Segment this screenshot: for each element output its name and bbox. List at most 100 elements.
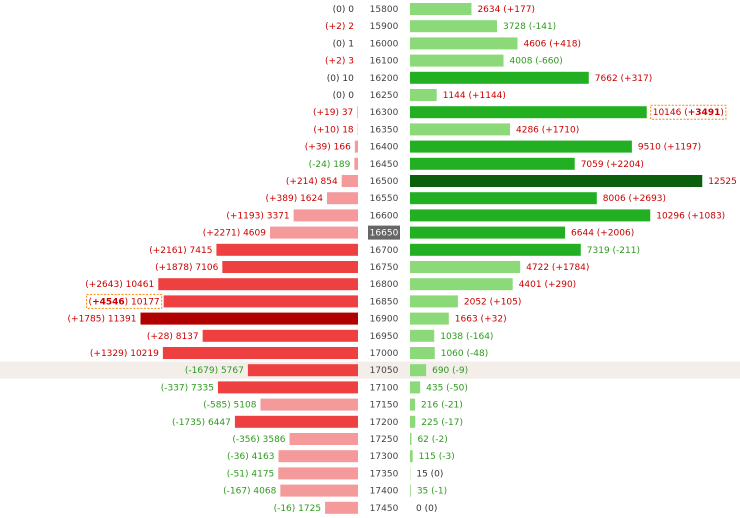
right-label-15900: 3728 (-141) bbox=[503, 22, 556, 32]
left-bar-17150 bbox=[260, 398, 358, 411]
left-bar-17400 bbox=[280, 484, 358, 497]
right-bar-17150 bbox=[410, 398, 416, 411]
left-bar-17200 bbox=[234, 415, 358, 428]
left-bar-16700 bbox=[216, 243, 358, 256]
left-label-16550: (+389) 1624 bbox=[265, 194, 323, 204]
left-bar-16750 bbox=[222, 261, 358, 273]
right-label-16700: 7319 (-211) bbox=[587, 246, 640, 256]
left-label-16950: (+28) 8137 bbox=[147, 332, 199, 342]
left-label-17300: (-36) 4163 bbox=[227, 452, 275, 462]
left-label-17450: (-16) 1725 bbox=[274, 504, 322, 514]
right-bar-17250 bbox=[410, 433, 412, 445]
right-labels: 2634 (+177) 3728 (-141) 4606 (+418) 4008 (-… bbox=[416, 5, 740, 514]
right-label-16450: 7059 (+2204) bbox=[581, 160, 644, 170]
right-label-16500: 12525 (+198 bbox=[708, 177, 740, 187]
left-label-16450: (-24) 189 bbox=[309, 160, 351, 170]
right-label-17150: 216 (-21) bbox=[421, 401, 463, 411]
strike-label-17300: 17300 bbox=[370, 452, 399, 462]
left-bar-16850 bbox=[163, 295, 358, 308]
strike-label-16100: 16100 bbox=[370, 57, 399, 67]
right-label-16550: 8006 (+2693) bbox=[603, 194, 666, 204]
right-label-16250: 1144 (+1144) bbox=[443, 91, 506, 101]
left-label-16600: (+1193) 3371 bbox=[226, 211, 289, 221]
left-label-15900: (+2) 2 bbox=[325, 22, 354, 32]
left-label-16200: (0) 10 bbox=[327, 74, 354, 84]
strike-label-17350: 17350 bbox=[370, 469, 399, 479]
right-label-16650: 6644 (+2006) bbox=[571, 229, 634, 239]
right-bar-17300 bbox=[410, 450, 413, 463]
right-bar-16350 bbox=[410, 123, 511, 136]
strike-label-16400: 16400 bbox=[370, 143, 399, 153]
left-label-17100: (-337) 7335 bbox=[161, 383, 214, 393]
right-label-16400: 9510 (+1197) bbox=[638, 143, 701, 153]
right-label-17000: 1060 (-48) bbox=[441, 349, 489, 359]
right-bar-17400 bbox=[410, 484, 411, 497]
left-bar-16450 bbox=[354, 157, 358, 170]
right-label-16100: 4008 (-660) bbox=[510, 57, 563, 67]
right-max-change-box bbox=[650, 104, 727, 120]
right-label-16850: 2052 (+105) bbox=[464, 297, 522, 307]
left-label-17000: (+1329) 10219 bbox=[90, 349, 159, 359]
strike-label-17250: 17250 bbox=[370, 435, 399, 445]
highlight-layer bbox=[0, 361, 740, 379]
strike-labels: 15800 15900 16000 16100 16200 16250 16300 16350… bbox=[368, 5, 400, 514]
left-label-16000: (0) 1 bbox=[333, 39, 354, 49]
right-bar-16700 bbox=[410, 243, 581, 256]
left-label-17350: (-51) 4175 bbox=[227, 469, 275, 479]
left-bar-16400 bbox=[354, 140, 358, 153]
strike-label-17000: 17000 bbox=[370, 349, 399, 359]
left-label-17400: (-167) 4068 bbox=[223, 487, 276, 497]
strike-label-16550: 16550 bbox=[370, 194, 399, 204]
left-label-15800: (0) 0 bbox=[333, 5, 355, 15]
left-bars bbox=[140, 106, 358, 514]
left-label-16500: (+214) 854 bbox=[286, 177, 338, 187]
left-label-16700: (+2161) 7415 bbox=[149, 246, 212, 256]
right-bar-16900 bbox=[410, 312, 449, 325]
strike-label-15900: 15900 bbox=[370, 22, 399, 32]
strike-label-17050: 17050 bbox=[370, 366, 399, 376]
left-label-17150: (-585) 5108 bbox=[203, 401, 256, 411]
right-bars bbox=[410, 3, 703, 497]
left-bar-16900 bbox=[140, 312, 358, 325]
right-label-17050: 690 (-9) bbox=[432, 366, 468, 376]
strike-label-17450: 17450 bbox=[370, 504, 399, 514]
strike-label-16350: 16350 bbox=[370, 125, 399, 135]
left-bar-16650 bbox=[269, 226, 358, 239]
strike-label-16700: 16700 bbox=[370, 246, 399, 256]
right-label-17350: 15 (0) bbox=[416, 469, 443, 479]
left-bar-16300 bbox=[357, 106, 358, 119]
left-max-change-box bbox=[86, 293, 163, 309]
right-label-16800: 4401 (+290) bbox=[519, 280, 577, 290]
left-bar-17250 bbox=[289, 433, 358, 445]
strike-label-17400: 17400 bbox=[370, 487, 399, 497]
right-label-17200: 225 (-17) bbox=[421, 418, 463, 428]
strike-label-16200: 16200 bbox=[370, 74, 399, 84]
strike-label-17200: 17200 bbox=[370, 418, 399, 428]
strike-label-16750: 16750 bbox=[370, 263, 399, 273]
strike-label-16450: 16450 bbox=[370, 160, 399, 170]
right-label-16950: 1038 (-164) bbox=[440, 332, 493, 342]
left-bar-16950 bbox=[202, 329, 358, 342]
right-bar-16650 bbox=[410, 226, 566, 239]
strike-label-16850: 16850 bbox=[370, 297, 399, 307]
right-label-17450: 0 (0) bbox=[416, 504, 437, 514]
left-label-16250: (0) 0 bbox=[333, 91, 355, 101]
right-label-16600: 10296 (+1083) bbox=[656, 211, 725, 221]
right-bar-15800 bbox=[410, 3, 472, 15]
right-bar-16300 bbox=[410, 106, 647, 119]
strike-label-16650: 16650 bbox=[370, 229, 399, 239]
right-bar-16550 bbox=[410, 192, 597, 205]
right-bar-16850 bbox=[410, 295, 458, 308]
left-label-16400: (+39) 166 bbox=[305, 143, 351, 153]
right-bar-16600 bbox=[410, 209, 651, 222]
left-bar-16550 bbox=[326, 192, 358, 205]
left-bar-17050 bbox=[247, 364, 358, 377]
right-bar-16000 bbox=[410, 37, 518, 50]
right-bar-17200 bbox=[410, 415, 416, 428]
right-label-16000: 4606 (+418) bbox=[523, 39, 581, 49]
right-label-17100: 435 (-50) bbox=[426, 383, 468, 393]
left-bar-16600 bbox=[293, 209, 358, 222]
right-label-17250: 62 (-2) bbox=[417, 435, 447, 445]
left-label-16800: (+2643) 10461 bbox=[85, 280, 154, 290]
